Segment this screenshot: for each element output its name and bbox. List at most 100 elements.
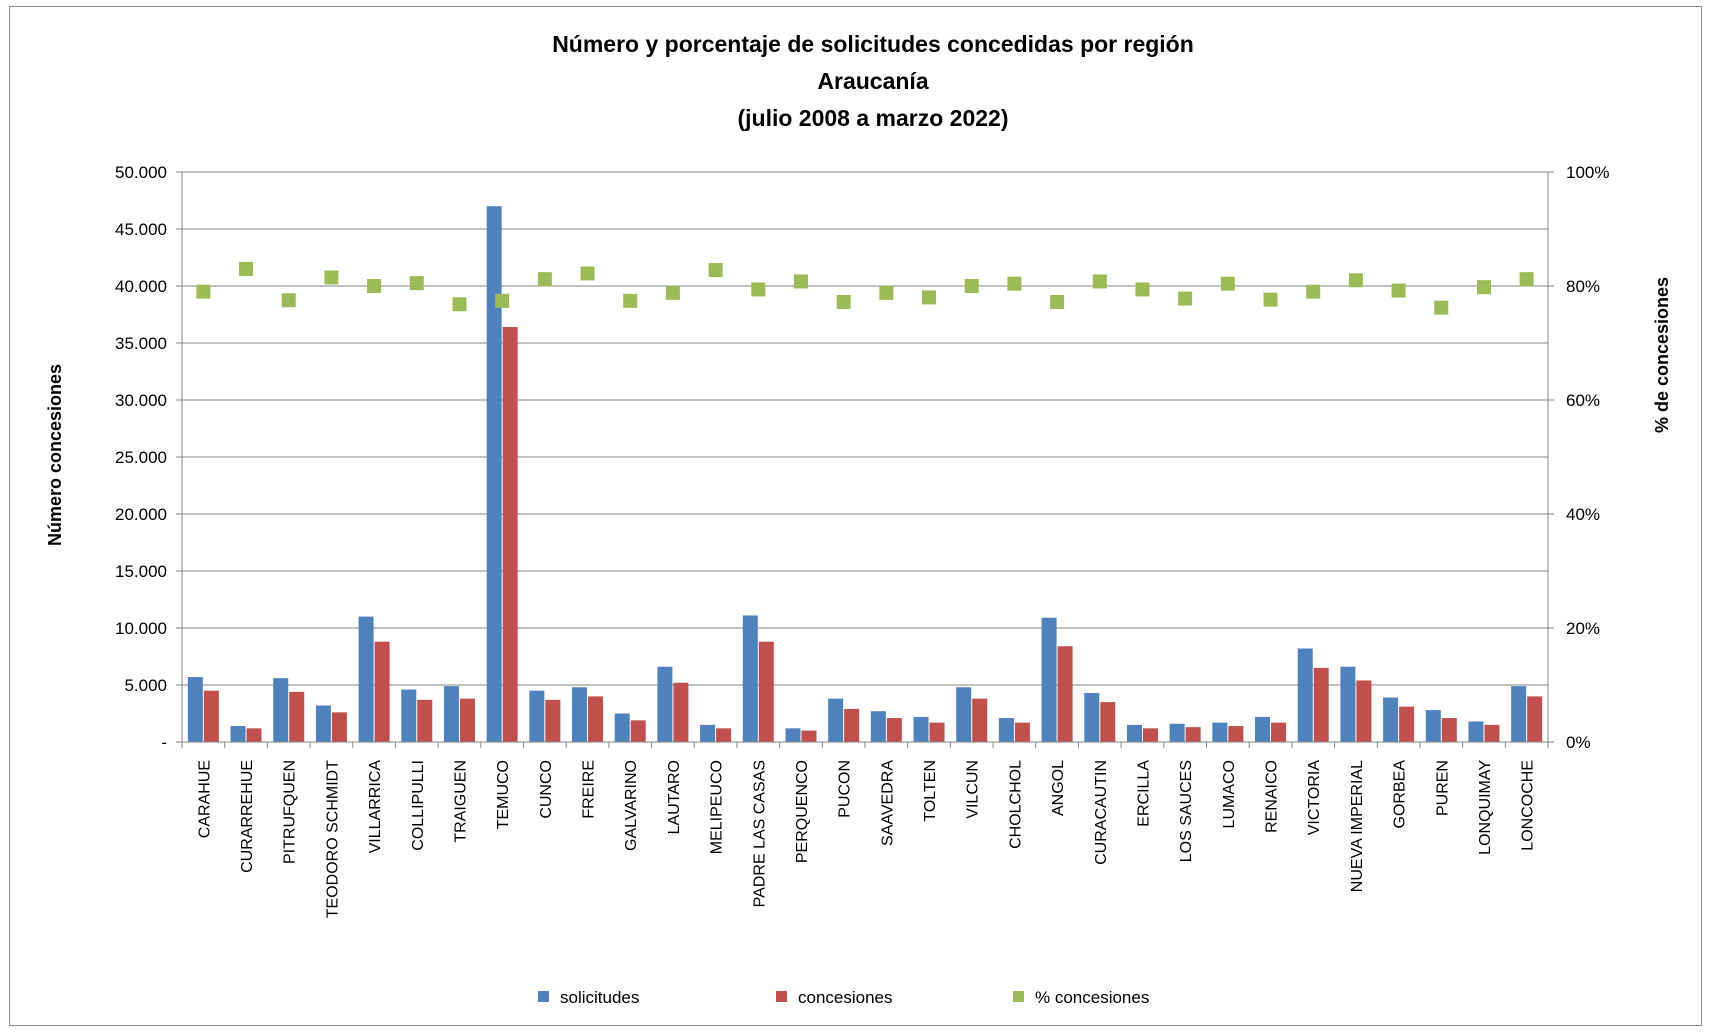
y-tick-label: 25.000 <box>115 448 167 467</box>
bar-concesiones <box>374 641 390 742</box>
bars <box>187 206 1543 742</box>
y-tick-label: 35.000 <box>115 334 167 353</box>
y2-tick-label: 80% <box>1566 277 1600 296</box>
category-label: VILCUN <box>965 760 982 819</box>
bar-solicitudes <box>1169 723 1185 742</box>
category-label: TRAIGUEN <box>452 760 469 843</box>
category-label: TEMUCO <box>495 760 512 829</box>
y-tick-label: 5.000 <box>124 676 167 695</box>
category-label: TEODORO SCHMIDT <box>324 760 341 918</box>
bar-solicitudes <box>572 687 588 742</box>
category-label: LAUTARO <box>666 760 683 834</box>
category-label: CARAHUE <box>196 760 213 838</box>
category-label: LOS SAUCES <box>1178 760 1195 862</box>
marker-percent <box>239 261 254 276</box>
chart-title-line-3: (julio 2008 a marzo 2022) <box>737 105 1008 131</box>
legend-swatch <box>1013 991 1024 1002</box>
bar-concesiones <box>630 720 646 742</box>
bar-solicitudes <box>1126 724 1142 742</box>
marker-percent <box>324 270 339 285</box>
category-label: CURACAUTIN <box>1093 760 1110 865</box>
bar-solicitudes <box>785 728 801 742</box>
y2-tick-label: 60% <box>1566 391 1600 410</box>
bar-solicitudes <box>614 713 630 742</box>
bar-concesiones <box>1441 718 1457 742</box>
bar-concesiones <box>801 730 817 742</box>
category-label: LONCOCHE <box>1520 760 1537 851</box>
percent-markers <box>196 261 1534 315</box>
marker-percent <box>1135 282 1150 297</box>
bar-solicitudes <box>1468 721 1484 742</box>
y2-tick-label: 20% <box>1566 619 1600 638</box>
bar-concesiones <box>1271 722 1287 742</box>
bar-solicitudes <box>1041 617 1057 742</box>
bar-solicitudes <box>443 686 459 742</box>
bar-solicitudes <box>529 690 545 742</box>
category-label: SAAVEDRA <box>879 760 896 846</box>
category-label: MELIPEUCO <box>709 760 726 854</box>
bar-concesiones <box>1527 696 1543 742</box>
y2-axis-ticks: 0% 20% 40% 60% 80% 100% <box>1566 163 1609 752</box>
y-tick-label: 15.000 <box>115 562 167 581</box>
bar-concesiones <box>1142 728 1158 742</box>
bar-concesiones <box>844 708 860 742</box>
bar-concesiones <box>203 690 219 742</box>
marker-percent <box>1391 283 1406 298</box>
bar-solicitudes <box>657 666 673 742</box>
category-label: PERQUENCO <box>794 760 811 863</box>
legend-label: concesiones <box>798 988 893 1007</box>
marker-percent <box>836 294 851 309</box>
marker-percent <box>1434 300 1449 315</box>
marker-percent <box>281 293 296 308</box>
marker-percent <box>1220 276 1235 291</box>
y2-tick-label: 100% <box>1566 163 1609 182</box>
bar-concesiones <box>459 698 475 742</box>
y-axis-ticks: - 5.000 10.000 15.000 20.000 25.000 30.000 35.0… <box>115 163 167 752</box>
chart-title-line-2: Araucanía <box>817 68 928 94</box>
marker-percent <box>367 279 382 293</box>
category-label: CUNCO <box>538 760 555 819</box>
bar-concesiones <box>1014 722 1030 742</box>
axes <box>176 171 1554 748</box>
marker-percent <box>793 274 808 289</box>
bar-solicitudes <box>273 678 289 742</box>
category-label: TOLTEN <box>922 760 939 822</box>
category-label: NUEVA IMPERIAL <box>1349 760 1366 892</box>
bar-concesiones <box>886 718 902 742</box>
marker-percent <box>1050 294 1065 309</box>
bar-concesiones <box>929 722 945 742</box>
bar-solicitudes <box>1425 710 1441 742</box>
bar-concesiones <box>716 728 732 742</box>
category-label: PADRE LAS CASAS <box>751 760 768 907</box>
bar-solicitudes <box>956 687 972 742</box>
bar-solicitudes <box>742 615 758 742</box>
marker-percent <box>537 272 552 287</box>
bar-concesiones <box>972 698 988 742</box>
marker-percent <box>665 285 680 300</box>
marker-percent <box>708 263 723 278</box>
legend-swatch <box>776 991 787 1002</box>
category-label: CHOLCHOL <box>1007 760 1024 849</box>
category-label: RENAICO <box>1264 760 1281 833</box>
marker-percent <box>1476 280 1491 295</box>
bar-concesiones <box>1228 726 1244 742</box>
y-tick-label: 50.000 <box>115 163 167 182</box>
category-label: PUCON <box>837 760 854 818</box>
y2-axis-title: % de concesiones <box>1652 277 1672 433</box>
bar-solicitudes <box>828 698 844 742</box>
marker-percent <box>1263 292 1278 307</box>
bar-solicitudes <box>870 711 886 742</box>
bar-concesiones <box>1399 706 1415 742</box>
bar-concesiones <box>588 696 604 742</box>
bar-concesiones <box>331 712 347 742</box>
bar-solicitudes <box>230 726 246 742</box>
marker-percent <box>1007 276 1022 291</box>
bar-concesiones <box>758 641 774 742</box>
legend-label: % concesiones <box>1035 988 1149 1007</box>
bar-solicitudes <box>700 724 716 742</box>
bar-concesiones <box>502 327 518 742</box>
bar-concesiones <box>673 682 689 742</box>
legend-swatch <box>538 991 549 1002</box>
bar-solicitudes <box>1340 666 1356 742</box>
